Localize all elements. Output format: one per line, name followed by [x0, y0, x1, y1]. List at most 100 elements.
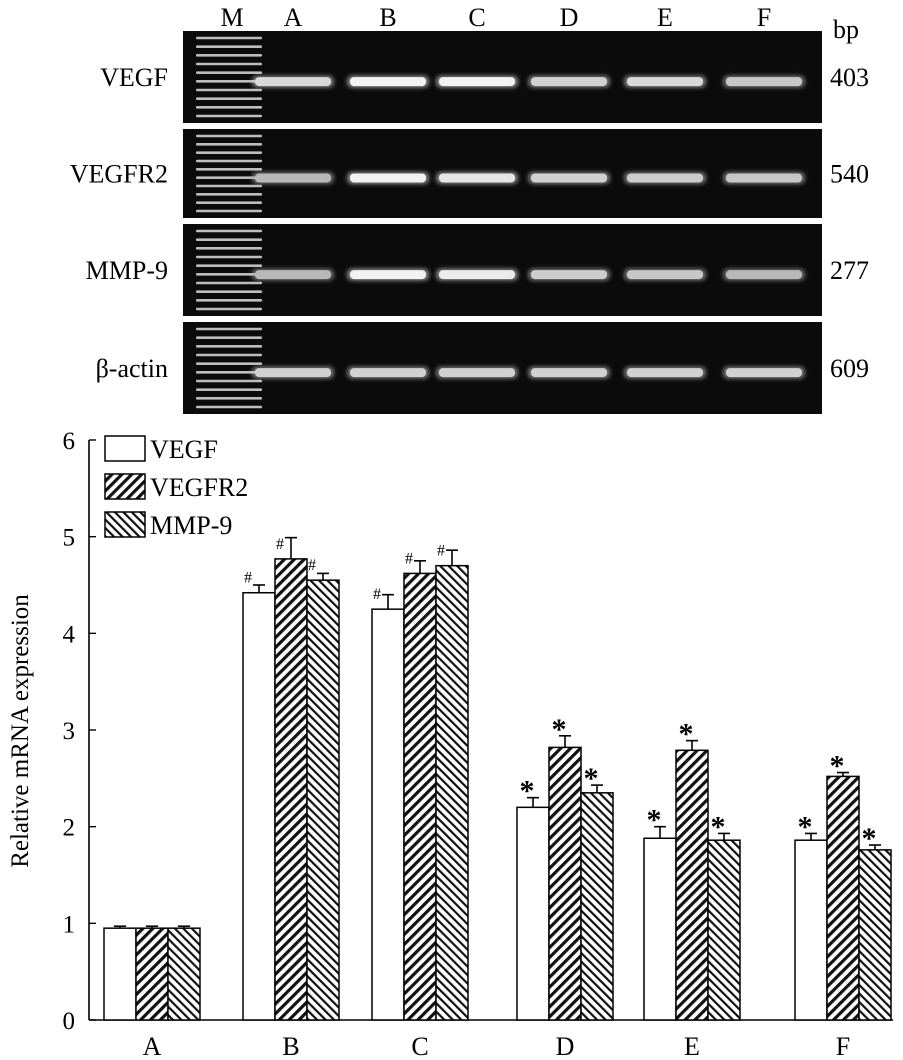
gel-band: [531, 270, 607, 280]
band-size-label: 540: [830, 160, 869, 189]
y-tick-label: 5: [63, 525, 76, 552]
ladder-band: [196, 71, 262, 74]
ladder-band: [196, 114, 262, 118]
ladder-band: [196, 299, 262, 302]
ladder-lane: [196, 327, 262, 409]
ladder-band: [196, 264, 262, 267]
gel-band: [350, 173, 426, 183]
ladder-band: [196, 209, 262, 213]
ladder-band: [196, 159, 262, 163]
gel-rows: VEGF 403 VEGFR2 540 MMP-9 277 β-actin 609: [70, 31, 869, 414]
legend-label: VEGFR2: [150, 473, 248, 502]
gene-label: VEGFR2: [70, 160, 168, 189]
bar-group: # # #: [242, 536, 340, 1021]
gel-band: [531, 77, 607, 87]
ladder-band: [196, 273, 262, 276]
significance-mark: *: [862, 822, 877, 855]
ladder-band: [196, 362, 262, 365]
bar: [135, 927, 169, 1021]
bar: [403, 572, 437, 1021]
gene-label: VEGF: [100, 63, 168, 92]
gel-row: β-actin 609: [96, 322, 869, 414]
significance-mark: #: [405, 550, 413, 567]
lane-label: C: [468, 3, 485, 32]
ladder-band: [196, 345, 262, 348]
bar: [435, 564, 469, 1021]
x-tick-label: C: [411, 1032, 428, 1060]
ladder-lane: [196, 229, 262, 311]
significance-mark: #: [373, 586, 381, 603]
significance-mark: *: [830, 750, 845, 783]
gel-band: [350, 270, 426, 280]
bar: [707, 839, 741, 1021]
y-tick-label: 1: [63, 911, 76, 938]
legend: VEGF VEGFR2 MMP-9: [104, 435, 248, 540]
ladder-band: [196, 290, 262, 293]
ladder-band: [196, 88, 262, 92]
ladder-band: [196, 397, 262, 400]
bar: [516, 806, 550, 1021]
band-size-label: 609: [830, 354, 869, 383]
bar: [306, 579, 340, 1021]
y-tick-label: 6: [63, 428, 76, 455]
ladder-lane: [196, 134, 262, 213]
y-tick-label: 0: [63, 1008, 76, 1035]
ladder-band: [196, 184, 262, 188]
x-axis: A B C D E F: [89, 1019, 893, 1060]
legend-label: VEGF: [150, 435, 218, 464]
bar: [643, 837, 677, 1021]
bars: # # # # # # * * * * * * * * *: [103, 536, 892, 1021]
significance-mark: #: [276, 536, 284, 553]
gel-band: [255, 173, 331, 183]
legend-swatch: [104, 473, 146, 500]
ladder-band: [196, 388, 262, 391]
gel-band: [627, 368, 703, 378]
gel-band: [439, 77, 515, 87]
bar: [794, 839, 828, 1021]
gel-row: VEGFR2 540: [70, 129, 869, 218]
lane-label: A: [284, 3, 303, 32]
gel-band: [255, 368, 331, 378]
significance-mark: #: [244, 570, 252, 587]
gel-band: [627, 270, 703, 280]
ladder-band: [196, 193, 262, 196]
ladder-band: [196, 307, 262, 311]
gel-panel: bp M A B C D E F VEGF 403 VEGFR2 540 MMP-9 277 β-act…: [70, 3, 869, 414]
ladder-band: [196, 371, 262, 374]
gel-band: [531, 173, 607, 183]
gel-band: [726, 173, 802, 183]
gel-band: [255, 270, 331, 280]
significance-mark: *: [679, 718, 694, 751]
gel-band: [531, 368, 607, 378]
bar: [548, 746, 582, 1021]
ladder-lane: [196, 36, 262, 118]
gel-band: [350, 368, 426, 378]
lane-label: B: [379, 3, 396, 32]
ladder-band: [196, 327, 262, 331]
legend-label: MMP-9: [150, 511, 232, 540]
bar: [858, 849, 892, 1021]
significance-mark: *: [647, 804, 662, 837]
ladder-band: [196, 176, 262, 179]
lane-label: D: [560, 3, 579, 32]
legend-swatch: [104, 511, 146, 538]
ladder-band: [196, 97, 262, 100]
legend-item: VEGF: [104, 435, 218, 464]
ladder-band: [196, 405, 262, 409]
x-tick-label: B: [282, 1032, 299, 1060]
ladder-band: [196, 336, 262, 339]
lane-label: E: [657, 3, 673, 32]
gel-row: MMP-9 277: [86, 224, 869, 316]
bar-group: * * *: [643, 718, 741, 1021]
ladder-band: [196, 45, 262, 48]
gene-label: MMP-9: [86, 256, 168, 285]
band-size-label: 403: [830, 63, 869, 92]
x-tick-label: F: [836, 1032, 850, 1060]
ladder-band: [196, 238, 262, 241]
significance-mark: *: [584, 762, 599, 795]
gel-band: [439, 173, 515, 183]
ladder-band: [196, 151, 262, 154]
significance-mark: #: [437, 543, 445, 560]
